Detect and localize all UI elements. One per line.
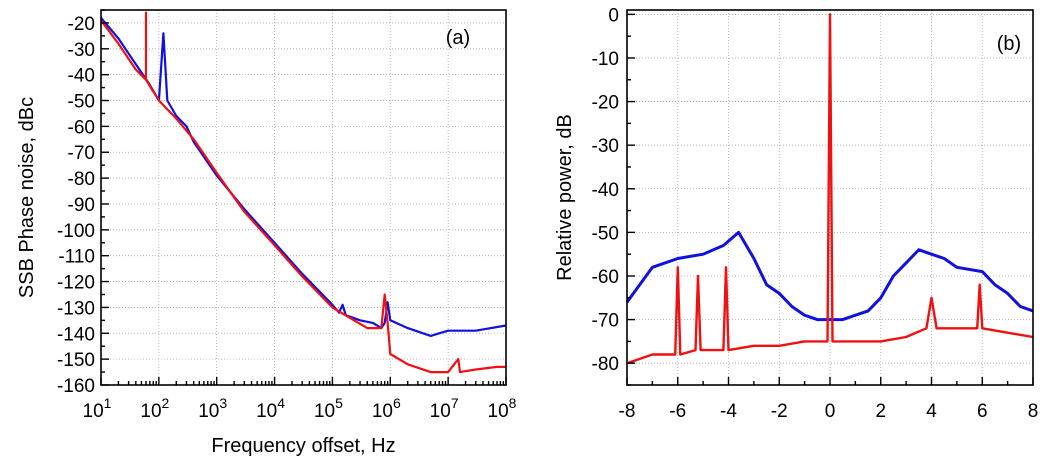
y-axis-title: Relative power, dB [554, 114, 576, 281]
x-tick-label: 106 [372, 395, 401, 422]
x-tick-label: 6 [977, 401, 988, 422]
y-tick-label: -40 [592, 180, 619, 201]
x-tick-label: -6 [669, 401, 686, 422]
x-tick-label: 101 [83, 395, 112, 422]
y-tick-label: -20 [68, 14, 95, 35]
x-tick-label: 103 [198, 395, 227, 422]
series-line-1 [626, 13, 1034, 365]
y-tick-label: -150 [57, 350, 95, 371]
y-tick-label: 0 [608, 5, 619, 26]
y-tick-label: -140 [57, 324, 95, 345]
x-tick-label: -4 [720, 401, 737, 422]
y-tick-label: -70 [68, 143, 95, 164]
y-tick-label: -80 [592, 354, 619, 375]
panel-label: (a) [446, 27, 470, 49]
x-tick-label: 108 [488, 395, 517, 422]
x-tick-label: -8 [619, 401, 636, 422]
y-tick-label: -110 [58, 247, 95, 268]
series-line-0 [100, 17, 507, 337]
y-tick-label: -30 [592, 136, 619, 157]
panel-b: -8 -6 -4 -2 0 2 4 6 80-10-20-30-40-50-60-70-80Re… [554, 5, 1038, 422]
panel-label: (b) [997, 33, 1021, 55]
x-tick-label: 105 [314, 395, 343, 422]
y-axis-title: SSB Phase noise, dBc [16, 97, 38, 298]
y-tick-label: -160 [57, 376, 95, 397]
y-tick-label: -50 [68, 92, 95, 113]
y-tick-label: -90 [68, 195, 95, 216]
x-axis-title: Frequency offset, Hz [211, 435, 395, 457]
y-tick-label: -60 [592, 267, 619, 288]
x-tick-label: 0 [825, 401, 836, 422]
y-tick-label: -10 [592, 49, 619, 70]
y-tick-label: -50 [592, 223, 619, 244]
x-tick-label: 104 [256, 395, 285, 422]
series-line-1 [100, 11, 506, 374]
x-tick-label: 107 [430, 395, 459, 422]
x-tick-label: -2 [771, 401, 788, 422]
y-tick-label: -20 [592, 93, 619, 114]
y-tick-label: -30 [68, 40, 95, 61]
x-tick-label: 102 [140, 395, 169, 422]
x-tick-label: 8 [1028, 401, 1039, 422]
y-tick-label: -130 [57, 298, 95, 319]
x-tick-label: 4 [926, 401, 937, 422]
y-tick-label: -120 [57, 273, 95, 294]
y-tick-label: -80 [68, 169, 95, 190]
y-tick-label: -70 [592, 311, 619, 332]
y-tick-label: -40 [68, 66, 95, 87]
y-tick-label: -60 [68, 117, 95, 138]
x-tick-label: 2 [875, 401, 886, 422]
panel-a: 101 102 103 104 105 106 107 108 -20 -30 -40 -50 -60 -… [16, 9, 517, 457]
series-line-0 [625, 230, 1034, 322]
y-tick-label: -100 [57, 221, 95, 242]
plot-frame [100, 9, 507, 386]
